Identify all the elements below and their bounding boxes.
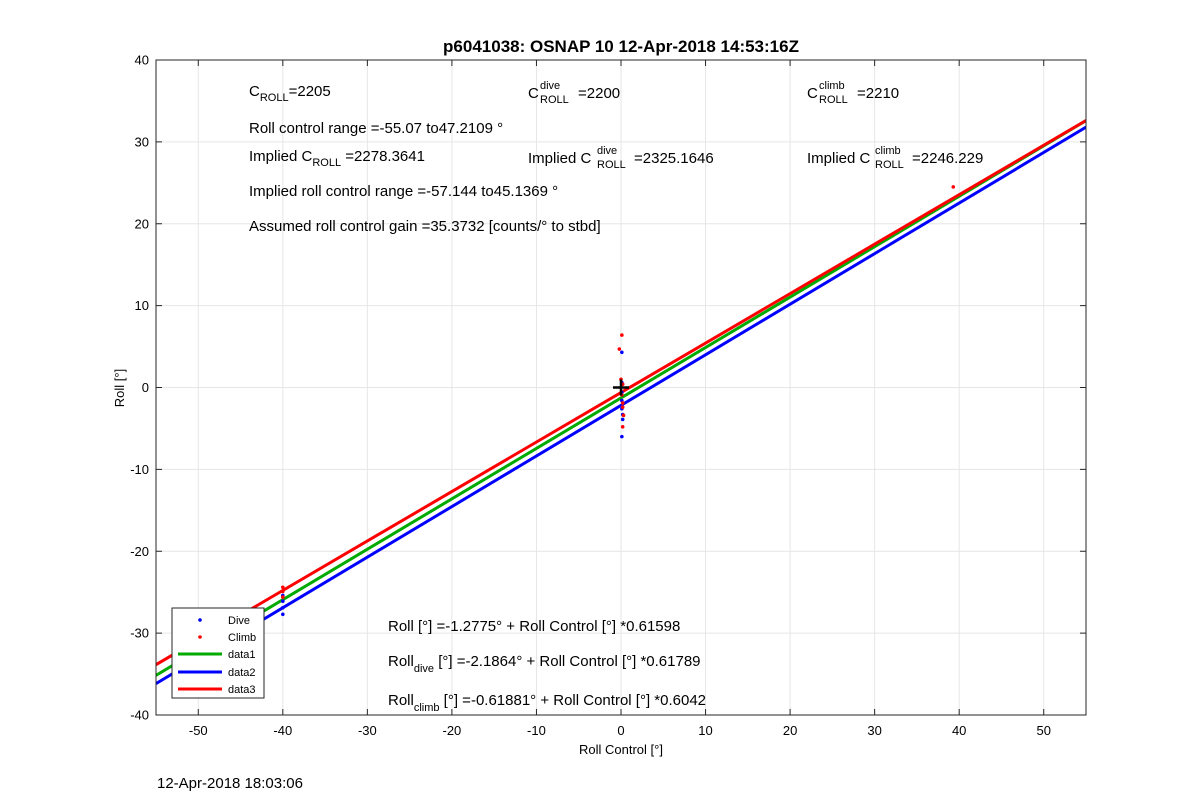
implied-c-roll-dive-sup: dive <box>597 145 617 157</box>
c-roll-climb-value: =2210 <box>857 85 899 102</box>
dive-point <box>620 434 624 439</box>
fit-climb-base: Roll <box>388 692 414 709</box>
implied-c-roll-annotation: Implied CROLL =2278.3641 <box>249 148 425 169</box>
fit-equation-dive: Rolldive [°] =-2.1864° + Roll Control [°… <box>388 653 701 675</box>
x-tick-label: -20 <box>443 723 462 738</box>
legend-data3-label: data3 <box>228 684 256 696</box>
dive-point <box>281 605 285 610</box>
c-roll-climb-sup: climb <box>819 80 845 92</box>
x-tick-label: -40 <box>273 723 292 738</box>
fit-dive-base: Roll <box>388 653 414 670</box>
dive-point <box>281 612 285 617</box>
legend-climb-label: Climb <box>228 632 256 644</box>
c-roll-dive-sup: dive <box>540 80 560 92</box>
implied-c-roll-sub: ROLL <box>312 157 341 169</box>
climb-point <box>281 589 285 594</box>
implied-c-roll-pre: Implied C <box>249 148 313 165</box>
y-tick-label: 10 <box>135 298 149 313</box>
x-tick-label: 30 <box>867 723 881 738</box>
fit-line-data1 <box>156 119 1086 677</box>
legend: Dive Climb data1 data2 data3 <box>171 607 265 699</box>
implied-c-roll-dive-pre: Implied C <box>528 150 592 167</box>
data-points <box>196 185 956 629</box>
dive-point <box>620 417 625 422</box>
c-roll-dive-base: C <box>528 85 539 102</box>
implied-c-roll-value: =2278.3641 <box>341 148 425 165</box>
y-tick-label: -30 <box>130 626 149 641</box>
legend-dive-label: Dive <box>228 615 250 627</box>
implied-c-roll-climb-pre: Implied C <box>807 150 871 167</box>
x-tick-label: 50 <box>1036 723 1050 738</box>
x-tick-label: 10 <box>698 723 712 738</box>
x-tick-label: 20 <box>783 723 797 738</box>
climb-point <box>620 401 625 405</box>
y-tick-label: 0 <box>142 380 149 395</box>
c-roll-climb-sub: ROLL <box>819 94 848 106</box>
y-tick-labels: -40 -30 -20 -10 0 10 20 30 40 <box>130 53 149 723</box>
climb-point <box>281 585 285 590</box>
climb-point <box>281 595 285 599</box>
assumed-gain: Assumed roll control gain =35.3732 [coun… <box>249 218 601 235</box>
dive-point <box>620 350 624 355</box>
c-roll-base: C <box>249 83 260 100</box>
fit-dive-sub: dive <box>414 663 434 675</box>
x-tick-label: -10 <box>527 723 546 738</box>
x-tick-label: 0 <box>617 723 624 738</box>
plot-frame <box>155 59 1087 716</box>
y-tick-label: -10 <box>130 462 149 477</box>
legend-data1-label: data1 <box>228 649 256 661</box>
fit-climb-sub: climb <box>414 702 440 714</box>
climb-point <box>620 425 625 429</box>
c-roll-dive-value: =2200 <box>578 85 620 102</box>
implied-roll-range: Implied roll control range =-57.144 to45… <box>249 183 558 200</box>
legend-data2-label: data2 <box>228 667 256 679</box>
x-tick-labels: -50 -40 -30 -20 -10 0 10 20 30 40 50 <box>189 723 1051 738</box>
fit-dive-value: [°] =-2.1864° + Roll Control [°] *0.6178… <box>434 653 700 670</box>
implied-c-roll-dive-sub: ROLL <box>597 159 626 171</box>
implied-c-roll-dive-value: =2325.1646 <box>634 150 714 167</box>
fit-line-data2 <box>156 125 1086 685</box>
chart-title: p6041038: OSNAP 10 12-Apr-2018 14:53:16Z <box>443 37 799 56</box>
fit-equation-climb: Rollclimb [°] =-0.61881° + Roll Control … <box>388 692 706 714</box>
roll-control-range: Roll control range =-55.07 to47.2109 ° <box>249 120 503 137</box>
implied-c-roll-climb-value: =2246.229 <box>912 150 983 167</box>
climb-point <box>951 185 956 189</box>
c-roll-value: =2205 <box>289 83 331 100</box>
y-tick-label: -20 <box>130 544 149 559</box>
implied-c-roll-climb-sup: climb <box>875 145 901 157</box>
y-tick-label: 30 <box>135 134 149 149</box>
x-tick-label: 40 <box>952 723 966 738</box>
dive-point <box>281 599 285 603</box>
legend-dive-marker <box>198 618 202 622</box>
fit-climb-value: [°] =-0.61881° + Roll Control [°] *0.604… <box>440 692 706 709</box>
climb-point <box>617 347 622 351</box>
c-roll-climb-base: C <box>807 85 818 102</box>
fit-equation-all: Roll [°] =-1.2775° + Roll Control [°] *0… <box>388 618 680 635</box>
c-roll-dive-annotation: C <box>528 85 539 102</box>
legend-climb-marker <box>198 635 202 639</box>
climb-point <box>620 405 625 409</box>
y-tick-label: 20 <box>135 216 149 231</box>
origin-plus-marker <box>613 379 629 396</box>
c-roll-annotation: CROLL=2205 <box>249 83 331 104</box>
y-axis-label: Roll [°] <box>112 369 127 407</box>
c-roll-sub: ROLL <box>260 92 289 104</box>
footer-timestamp: 12-Apr-2018 18:03:06 <box>157 775 303 792</box>
y-tick-label: -40 <box>130 708 149 723</box>
y-tick-label: 40 <box>135 53 149 68</box>
climb-point <box>621 413 626 418</box>
x-tick-label: -50 <box>189 723 208 738</box>
x-tick-label: -30 <box>358 723 377 738</box>
climb-point <box>620 333 624 337</box>
implied-c-roll-climb-sub: ROLL <box>875 159 904 171</box>
c-roll-dive-sub: ROLL <box>540 94 569 106</box>
x-axis-label: Roll Control [°] <box>579 742 663 757</box>
